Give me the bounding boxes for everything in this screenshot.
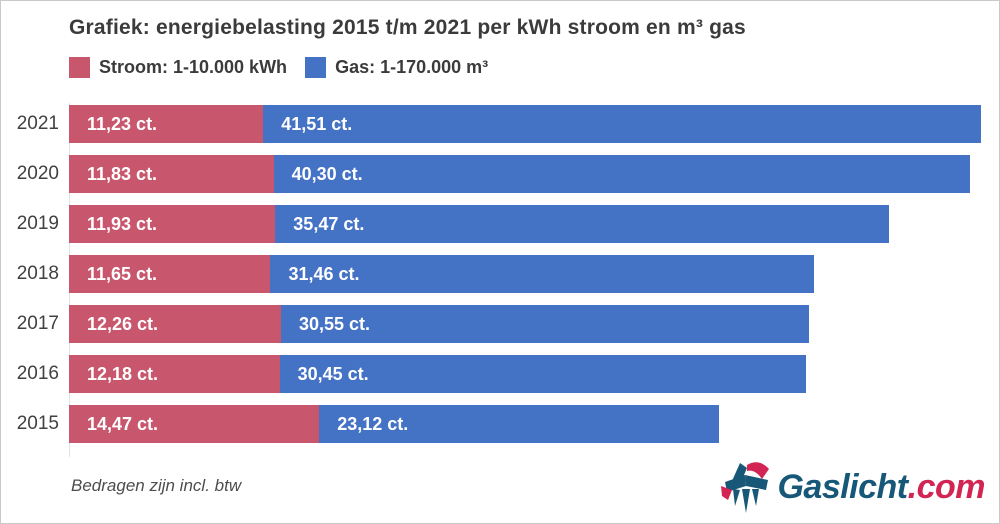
bar-segment-stroom: 12,26 ct. — [69, 305, 281, 343]
chart-row-2021: 2021 11,23 ct. 41,51 ct. — [9, 105, 989, 143]
gaslicht-logo[interactable]: Gaslicht.com — [721, 460, 986, 514]
bar-segment-gas: 30,55 ct. — [281, 305, 810, 343]
bar-segment-gas: 23,12 ct. — [319, 405, 720, 443]
bar-value-label: 35,47 ct. — [293, 213, 365, 234]
chart-row-2020: 2020 11,83 ct. 40,30 ct. — [9, 155, 989, 193]
bar-value-label: 30,55 ct. — [299, 313, 371, 334]
bar-segment-gas: 30,45 ct. — [279, 355, 807, 393]
bar-value-label: 12,26 ct. — [87, 313, 159, 334]
legend-item-stroom: Stroom: 1-10.000 kWh — [69, 57, 287, 78]
year-label: 2015 — [16, 413, 59, 434]
bar-value-label: 12,18 ct. — [87, 363, 159, 384]
bar-value-label: 11,83 ct. — [87, 163, 158, 184]
bar-value-label: 31,46 ct. — [288, 263, 360, 284]
bar-value-label: 14,47 ct. — [87, 413, 159, 434]
chart-footnote: Bedragen zijn incl. btw — [71, 476, 242, 495]
bar-segment-gas: 41,51 ct. — [263, 105, 981, 143]
chart-row-2017: 2017 12,26 ct. 30,55 ct. — [9, 305, 989, 343]
gaslicht-tld: .com — [907, 467, 986, 506]
bar-value-label: 30,45 ct. — [297, 363, 369, 384]
legend: Stroom: 1-10.000 kWh Gas: 1-170.000 m³ — [69, 57, 488, 78]
gaslicht-brand: Gaslicht — [777, 467, 908, 506]
bar-value-label: 23,12 ct. — [337, 413, 409, 434]
legend-label-stroom: Stroom: 1-10.000 kWh — [99, 57, 288, 77]
legend-label-gas: Gas: 1-170.000 m³ — [335, 57, 489, 77]
bar-segment-stroom: 11,65 ct. — [69, 255, 271, 293]
year-label: 2018 — [16, 263, 59, 284]
bar-value-label: 40,30 ct. — [291, 163, 363, 184]
bar-segment-gas: 35,47 ct. — [275, 205, 889, 243]
stacked-bar-chart: 2021 11,23 ct. 41,51 ct. 2020 11,83 ct. 40,30… — [9, 103, 989, 457]
year-label: 2017 — [16, 313, 59, 334]
bar-segment-gas: 31,46 ct. — [270, 255, 815, 293]
chart-row-2015: 2015 14,47 ct. 23,12 ct. — [9, 405, 989, 443]
bar-value-label: 11,93 ct. — [87, 213, 158, 234]
bar-segment-gas: 40,30 ct. — [273, 155, 971, 193]
year-label: 2016 — [16, 363, 59, 384]
bar-segment-stroom: 12,18 ct. — [69, 355, 280, 393]
chart-row-2016: 2016 12,18 ct. 30,45 ct. — [9, 355, 989, 393]
chart-title: Grafiek: energiebelasting 2015 t/m 2021 … — [69, 16, 746, 39]
bar-value-label: 11,23 ct. — [87, 113, 158, 134]
year-label: 2021 — [16, 113, 59, 134]
bar-segment-stroom: 14,47 ct. — [69, 405, 320, 443]
legend-swatch-gas — [305, 57, 327, 78]
legend-item-gas: Gas: 1-170.000 m³ — [305, 57, 488, 78]
bar-value-label: 11,65 ct. — [87, 263, 158, 284]
gaslicht-logo-text: Gaslicht.com — [777, 468, 985, 507]
bar-segment-stroom: 11,93 ct. — [69, 205, 276, 243]
year-label: 2020 — [16, 163, 59, 184]
chart-row-2018: 2018 11,65 ct. 31,46 ct. — [9, 255, 989, 293]
bar-value-label: 41,51 ct. — [281, 113, 353, 134]
chart-row-2019: 2019 11,93 ct. 35,47 ct. — [9, 205, 989, 243]
bar-segment-stroom: 11,23 ct. — [69, 105, 264, 143]
bar-segment-stroom: 11,83 ct. — [69, 155, 274, 193]
gaslicht-flame-icon — [721, 462, 770, 513]
legend-swatch-stroom — [69, 57, 90, 78]
year-label: 2019 — [16, 213, 59, 234]
